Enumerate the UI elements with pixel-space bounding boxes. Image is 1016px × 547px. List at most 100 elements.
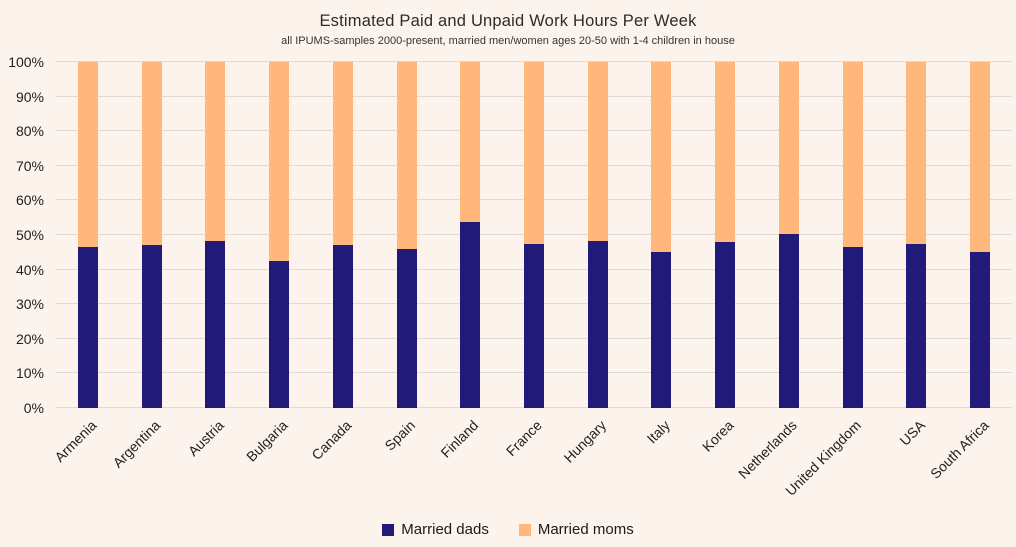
- x-tick-label: Spain: [381, 417, 418, 454]
- x-tick-label: Korea: [698, 417, 737, 455]
- x-tick-cell: Canada: [308, 409, 375, 514]
- legend-item-married-moms: Married moms: [518, 521, 634, 538]
- bar-column-argentina: [120, 62, 184, 408]
- bar-segment-married-moms: [205, 62, 226, 241]
- y-tick-label: 30%: [15, 296, 44, 313]
- stacked-bar: [77, 62, 98, 408]
- stacked-bar: [842, 62, 863, 408]
- bar-column-south-africa: [948, 62, 1012, 408]
- x-tick-label: France: [503, 417, 546, 460]
- bar-column-usa: [885, 62, 949, 408]
- legend-swatch: [382, 523, 395, 536]
- bar-segment-married-dads: [587, 241, 608, 408]
- bar-segment-married-moms: [77, 62, 98, 248]
- x-tick-cell: United Kingdom: [782, 409, 885, 514]
- stacked-bar: [205, 62, 226, 408]
- y-tick-label: 20%: [15, 330, 44, 347]
- bar-segment-married-dads: [460, 221, 481, 408]
- bar-column-armenia: [56, 62, 120, 408]
- chart-title: Estimated Paid and Unpaid Work Hours Per…: [319, 12, 697, 30]
- bar-segment-married-moms: [842, 62, 863, 247]
- stacked-bar: [524, 62, 544, 408]
- bar-segment-married-moms: [906, 62, 927, 245]
- y-tick-label: 90%: [15, 88, 44, 105]
- x-tick-cell: Hungary: [560, 409, 630, 514]
- stacked-bar: [906, 62, 927, 408]
- bars-container: [56, 62, 1012, 408]
- x-tick-label: Austria: [184, 417, 227, 460]
- x-tick-cell: Italy: [630, 409, 694, 514]
- legend-item-married-dads: Married dads: [382, 521, 489, 538]
- bar-segment-married-dads: [396, 249, 417, 408]
- bar-segment-married-dads: [970, 251, 991, 408]
- x-tick-cell: Austria: [183, 409, 247, 514]
- bar-segment-married-moms: [332, 62, 353, 245]
- chart-subtitle: all IPUMS-samples 2000-present, married …: [281, 35, 735, 47]
- stacked-bar: [587, 62, 608, 408]
- bar-column-bulgaria: [247, 62, 311, 408]
- stacked-bar: [651, 62, 672, 408]
- legend-label: Married moms: [537, 521, 634, 538]
- legend: Married dads Married moms: [0, 521, 1016, 538]
- x-tick-label: Finland: [437, 417, 482, 461]
- bar-segment-married-dads: [778, 233, 799, 408]
- bar-segment-married-dads: [524, 244, 544, 408]
- bar-column-canada: [311, 62, 375, 408]
- stacked-bar: [269, 62, 290, 408]
- bar-column-italy: [630, 62, 694, 408]
- y-tick-label: 70%: [15, 157, 44, 174]
- bar-segment-married-dads: [332, 244, 353, 408]
- stacked-bar: [396, 62, 417, 408]
- y-tick-label: 100%: [8, 54, 44, 70]
- bar-segment-married-dads: [842, 246, 863, 408]
- x-tick-cell: Finland: [438, 409, 502, 514]
- bar-segment-married-moms: [396, 62, 417, 250]
- bar-segment-married-moms: [970, 62, 991, 252]
- stacked-bar: [460, 62, 481, 408]
- stacked-bar: [715, 62, 736, 408]
- y-tick-label: 10%: [15, 365, 44, 382]
- bar-column-france: [502, 62, 566, 408]
- bar-segment-married-moms: [715, 62, 736, 243]
- bar-segment-married-moms: [587, 62, 608, 242]
- x-tick-label: Bulgaria: [242, 417, 291, 465]
- y-tick-label: 60%: [15, 192, 44, 209]
- gridline-100: [56, 61, 1012, 62]
- bar-column-austria: [183, 62, 247, 408]
- x-axis-labels: Armenia Argentina Austria Bulgaria Canada Spa…: [51, 409, 1012, 514]
- x-tick-label: Hungary: [560, 417, 610, 466]
- stacked-bar: [778, 62, 799, 408]
- bar-segment-married-dads: [906, 244, 927, 408]
- legend-swatch: [518, 523, 531, 536]
- stacked-bar: [970, 62, 991, 408]
- bar-segment-married-dads: [715, 242, 736, 408]
- bar-segment-married-dads: [77, 247, 98, 408]
- x-tick-cell: Bulgaria: [243, 409, 311, 514]
- stacked-bar: [141, 62, 162, 408]
- bar-segment-married-dads: [651, 251, 672, 408]
- bar-column-hungary: [566, 62, 630, 408]
- y-tick-label: 0%: [23, 400, 44, 416]
- x-tick-label: Armenia: [51, 417, 100, 466]
- x-tick-label: USA: [896, 417, 928, 449]
- bar-column-netherlands: [757, 62, 821, 408]
- x-tick-cell: Armenia: [51, 409, 120, 514]
- bar-segment-married-dads: [205, 240, 226, 408]
- bar-column-korea: [693, 62, 757, 408]
- legend-label: Married dads: [401, 521, 489, 538]
- y-tick-label: 50%: [15, 227, 44, 243]
- y-tick-label: 80%: [15, 123, 44, 140]
- y-tick-label: 40%: [15, 261, 44, 278]
- x-tick-label: Italy: [643, 417, 673, 447]
- plot-area: [56, 61, 1012, 408]
- bar-segment-married-moms: [460, 62, 481, 222]
- bar-segment-married-moms: [141, 62, 162, 245]
- bar-column-united-kingdom: [821, 62, 885, 408]
- bar-segment-married-moms: [778, 62, 799, 234]
- x-tick-cell: France: [502, 409, 566, 514]
- bar-column-spain: [375, 62, 439, 408]
- x-tick-cell: South Africa: [927, 409, 1012, 514]
- bar-column-finland: [438, 62, 502, 408]
- x-tick-label: Canada: [308, 417, 355, 463]
